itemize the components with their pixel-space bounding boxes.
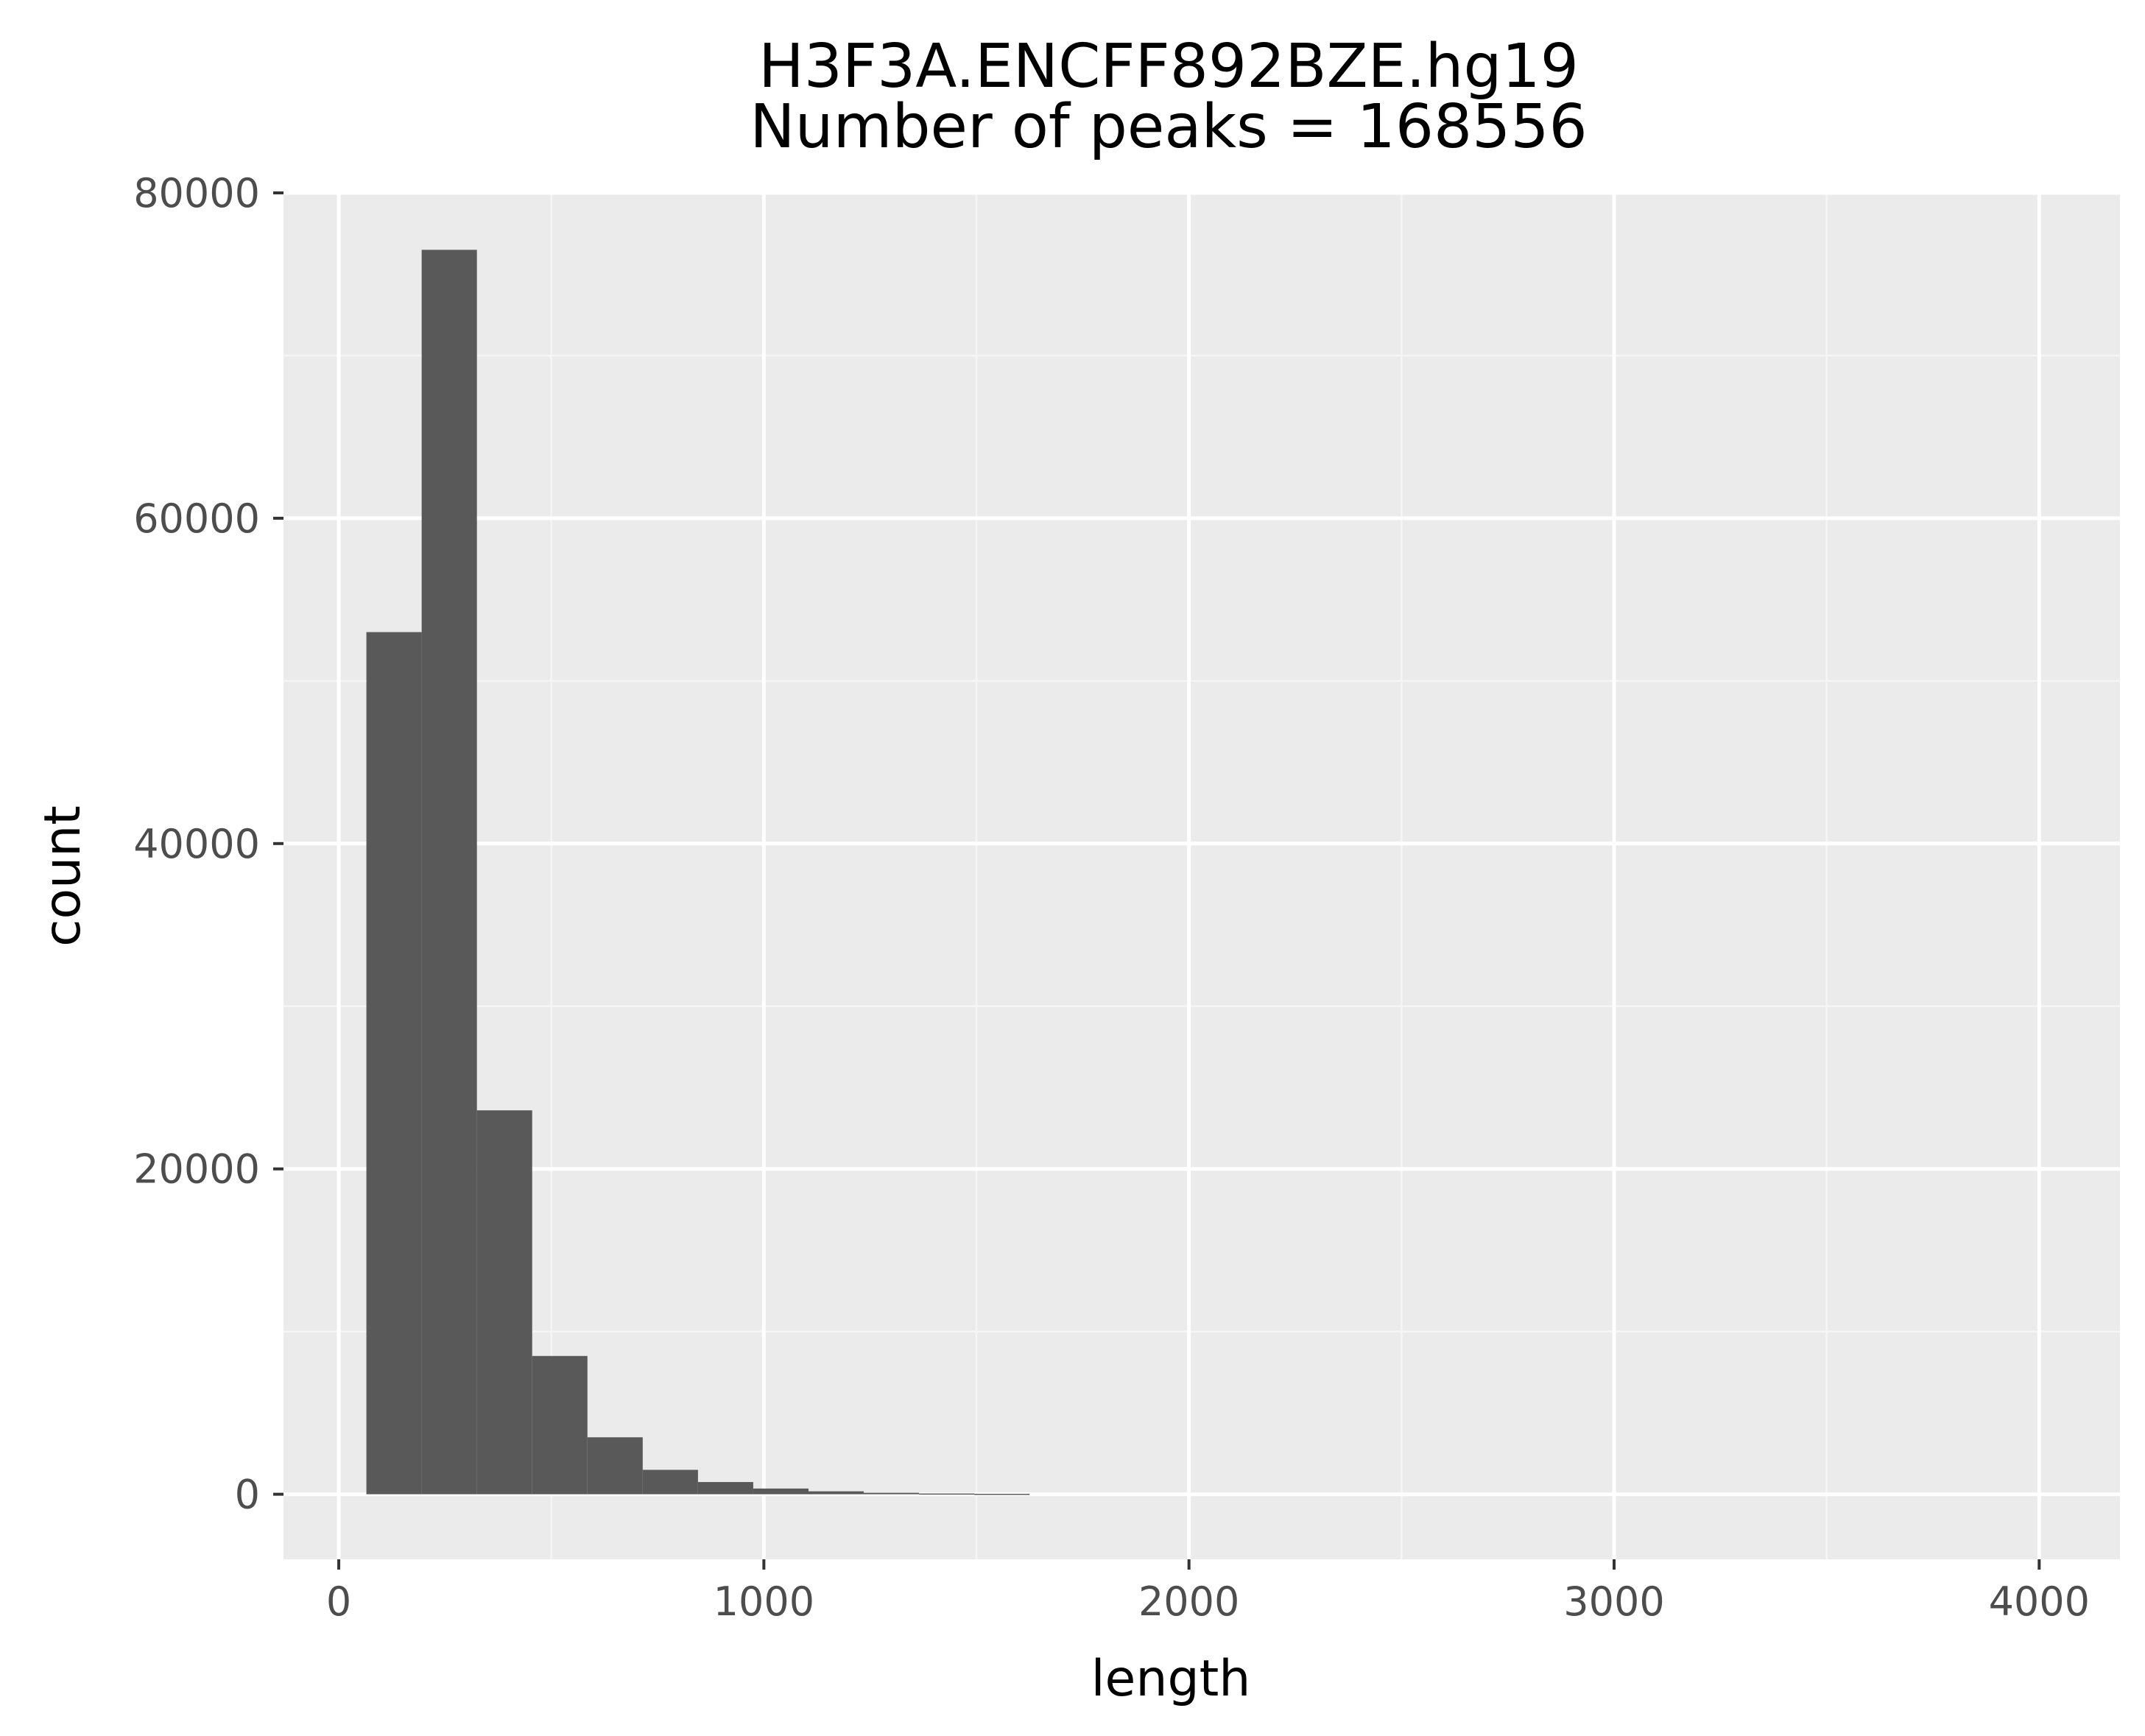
y-tick-label: 0 [235, 1472, 260, 1518]
histogram-bar [697, 1482, 753, 1495]
chart-subtitle: Number of peaks = 168556 [750, 92, 1587, 162]
y-tick-label: 40000 [133, 821, 260, 867]
histogram-bar [974, 1494, 1030, 1495]
histogram-bar [476, 1110, 532, 1495]
histogram-bar [919, 1493, 975, 1495]
x-axis: 0 1000 2000 3000 4000 [326, 1559, 2090, 1625]
histogram-bar [421, 250, 477, 1495]
histogram-bar [808, 1491, 864, 1495]
major-gridlines [283, 191, 2120, 1559]
x-tick-label: 0 [326, 1578, 351, 1625]
histogram-bars [366, 250, 1030, 1495]
x-tick-label: 2000 [1138, 1578, 1239, 1625]
y-tick-label: 60000 [133, 495, 260, 542]
y-axis-title: count [34, 805, 92, 947]
histogram-bar [587, 1437, 643, 1495]
plot-panel [283, 193, 2120, 1559]
histogram-bar [366, 632, 422, 1495]
y-tick-label: 80000 [133, 170, 260, 216]
chart-title: H3F3A.ENCFF892BZE.hg19 [758, 32, 1579, 102]
minor-gridlines [283, 193, 2120, 1559]
x-tick-label: 3000 [1563, 1578, 1664, 1625]
histogram-bar [532, 1355, 588, 1495]
x-axis-title: length [1091, 1650, 1251, 1708]
histogram-bar [753, 1488, 809, 1495]
x-tick-label: 1000 [714, 1578, 814, 1625]
histogram-bar [642, 1469, 698, 1495]
y-tick-label: 20000 [133, 1146, 260, 1193]
x-tick-label: 4000 [1989, 1578, 2090, 1625]
y-axis: 0 20000 40000 60000 80000 [133, 170, 283, 1518]
histogram-bar [864, 1492, 920, 1495]
